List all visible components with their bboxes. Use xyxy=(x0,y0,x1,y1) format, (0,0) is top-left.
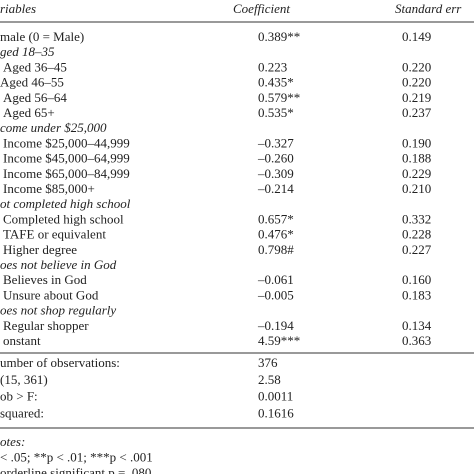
note: otes: xyxy=(0,434,25,449)
row-label: Aged 46–55 xyxy=(0,75,64,90)
summary-value: 376 xyxy=(258,355,278,370)
column-header: riables xyxy=(0,1,36,16)
coefficient: –0.061 xyxy=(257,272,294,287)
standard-error: 0.363 xyxy=(402,333,431,348)
standard-error: 0.227 xyxy=(402,242,432,257)
row-label: Aged 36–45 xyxy=(3,59,67,74)
standard-error: 0.332 xyxy=(402,211,431,226)
row-label: Completed high school xyxy=(3,211,124,226)
standard-error: 0.219 xyxy=(402,90,431,105)
coefficient: 0.798# xyxy=(258,242,294,257)
row-label: Aged 65+ xyxy=(3,105,55,120)
standard-error: 0.237 xyxy=(402,105,432,120)
column-header: Coefficient xyxy=(233,1,290,16)
standard-error: 0.229 xyxy=(402,166,431,181)
row-label: Income $45,000–64,999 xyxy=(3,151,130,166)
row-label: Believes in God xyxy=(3,272,87,287)
standard-error: 0.149 xyxy=(402,29,431,44)
coefficient: 0.535* xyxy=(258,105,294,120)
note: < .05; **p < .01; ***p < .001 xyxy=(0,449,153,464)
standard-error: 0.210 xyxy=(402,181,431,196)
summary-value: 2.58 xyxy=(258,372,281,387)
row-label: Higher degree xyxy=(3,242,77,257)
row-label: Aged 56–64 xyxy=(3,90,67,105)
note: orderline significant p = .080 xyxy=(0,465,151,474)
coefficient: 0.476* xyxy=(258,227,294,242)
summary-label: (15, 361) xyxy=(0,372,48,387)
row-label: male (0 = Male) xyxy=(0,29,84,44)
coefficient: –0.214 xyxy=(257,181,294,196)
standard-error: 0.160 xyxy=(402,272,431,287)
coefficient: 0.435* xyxy=(258,75,294,90)
coefficient: –0.327 xyxy=(257,135,294,150)
row-label: TAFE or equivalent xyxy=(3,227,106,242)
column-header: Standard err xyxy=(395,1,462,16)
summary-value: 0.1616 xyxy=(258,405,294,420)
coefficient: 0.657* xyxy=(258,211,294,226)
group-heading: oes not shop regularly xyxy=(0,303,116,318)
coefficient: 0.579** xyxy=(258,90,300,105)
standard-error: 0.220 xyxy=(402,75,431,90)
group-heading: ged 18–35 xyxy=(0,44,55,59)
coefficient: –0.194 xyxy=(257,318,294,333)
summary-label: umber of observations: xyxy=(0,355,120,370)
standard-error: 0.220 xyxy=(402,59,431,74)
row-label: onstant xyxy=(3,333,41,348)
row-label: Income $65,000–84,999 xyxy=(3,166,130,181)
coefficient: –0.309 xyxy=(257,166,294,181)
row-label: Income $25,000–44,999 xyxy=(3,135,130,150)
coefficient: –0.260 xyxy=(257,151,294,166)
standard-error: 0.228 xyxy=(402,227,431,242)
row-label: Unsure about God xyxy=(3,287,99,302)
coefficient: 4.59*** xyxy=(258,333,300,348)
standard-error: 0.190 xyxy=(402,135,431,150)
standard-error: 0.188 xyxy=(402,151,431,166)
summary-label: squared: xyxy=(0,405,44,420)
coefficient: 0.223 xyxy=(258,59,287,74)
summary-label: ob > F: xyxy=(0,389,38,404)
group-heading: come under $25,000 xyxy=(0,120,107,135)
coefficient: 0.389** xyxy=(258,29,300,44)
group-heading: oes not believe in God xyxy=(0,257,117,272)
coefficient: –0.005 xyxy=(257,287,294,302)
standard-error: 0.183 xyxy=(402,287,431,302)
group-heading: ot completed high school xyxy=(0,196,131,211)
row-label: Income $85,000+ xyxy=(3,181,95,196)
row-label: Regular shopper xyxy=(3,318,89,333)
standard-error: 0.134 xyxy=(402,318,432,333)
summary-value: 0.0011 xyxy=(258,389,293,404)
